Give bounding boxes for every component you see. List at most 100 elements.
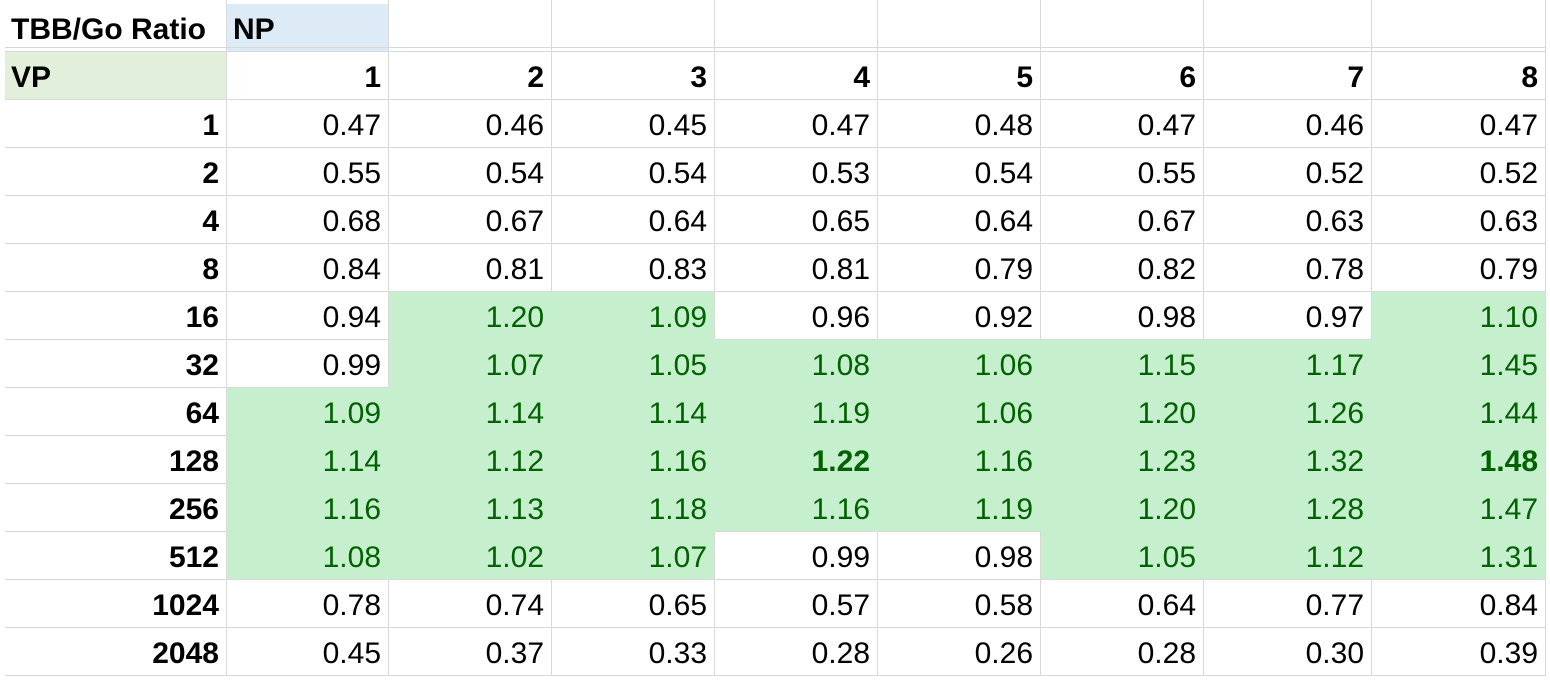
ratio-cell[interactable]: 0.47	[227, 100, 389, 148]
ratio-cell[interactable]: 0.84	[1372, 580, 1546, 628]
ratio-cell[interactable]: 1.07	[389, 340, 552, 388]
ratio-cell[interactable]: 0.55	[1041, 148, 1204, 196]
ratio-cell[interactable]: 1.12	[1204, 532, 1372, 580]
ratio-cell[interactable]: 1.16	[878, 436, 1041, 484]
vp-value-header-cell[interactable]: 2	[5, 148, 227, 196]
np-value-header-cell[interactable]: 1	[227, 52, 389, 100]
ratio-cell[interactable]: 0.81	[715, 244, 878, 292]
np-value-header-cell[interactable]: 2	[389, 52, 552, 100]
ratio-cell[interactable]: 1.07	[552, 532, 715, 580]
ratio-cell[interactable]: 0.53	[715, 148, 878, 196]
vp-header-cell[interactable]: VP	[5, 52, 227, 100]
ratio-cell[interactable]: 0.84	[227, 244, 389, 292]
ratio-cell[interactable]: 1.13	[389, 484, 552, 532]
ratio-cell[interactable]: 0.47	[1041, 100, 1204, 148]
ratio-cell[interactable]: 0.57	[715, 580, 878, 628]
vp-value-header-cell[interactable]: 1024	[5, 580, 227, 628]
empty-cell[interactable]	[1204, 0, 1372, 48]
ratio-cell[interactable]: 0.54	[878, 148, 1041, 196]
ratio-cell[interactable]: 0.52	[1204, 148, 1372, 196]
ratio-cell[interactable]: 1.05	[1041, 532, 1204, 580]
vp-value-header-cell[interactable]: 16	[5, 292, 227, 340]
ratio-cell[interactable]: 1.48	[1372, 436, 1546, 484]
ratio-cell[interactable]: 1.15	[1041, 340, 1204, 388]
ratio-cell[interactable]: 1.14	[389, 388, 552, 436]
ratio-cell[interactable]: 0.33	[552, 628, 715, 676]
vp-value-header-cell[interactable]: 64	[5, 388, 227, 436]
ratio-cell[interactable]: 1.16	[227, 484, 389, 532]
ratio-cell[interactable]: 0.46	[1204, 100, 1372, 148]
ratio-cell[interactable]: 0.67	[1041, 196, 1204, 244]
ratio-cell[interactable]: 1.28	[1204, 484, 1372, 532]
ratio-cell[interactable]: 1.44	[1372, 388, 1546, 436]
vp-value-header-cell[interactable]: 512	[5, 532, 227, 580]
empty-cell[interactable]	[227, 0, 389, 48]
ratio-cell[interactable]: 0.54	[389, 148, 552, 196]
empty-cell[interactable]	[1372, 0, 1546, 48]
ratio-cell[interactable]: 0.52	[1372, 148, 1546, 196]
vp-value-header-cell[interactable]: 8	[5, 244, 227, 292]
empty-cell[interactable]	[878, 0, 1041, 48]
ratio-cell[interactable]: 1.08	[227, 532, 389, 580]
ratio-cell[interactable]: 0.77	[1204, 580, 1372, 628]
ratio-cell[interactable]: 1.23	[1041, 436, 1204, 484]
ratio-cell[interactable]: 0.63	[1372, 196, 1546, 244]
ratio-cell[interactable]: 0.63	[1204, 196, 1372, 244]
ratio-cell[interactable]: 1.08	[715, 340, 878, 388]
ratio-cell[interactable]: 1.31	[1372, 532, 1546, 580]
ratio-cell[interactable]: 1.02	[389, 532, 552, 580]
ratio-cell[interactable]: 0.79	[1372, 244, 1546, 292]
np-value-header-cell[interactable]: 4	[715, 52, 878, 100]
ratio-cell[interactable]: 0.58	[878, 580, 1041, 628]
ratio-cell[interactable]: 0.98	[878, 532, 1041, 580]
ratio-cell[interactable]: 1.10	[1372, 292, 1546, 340]
ratio-cell[interactable]: 1.20	[1041, 388, 1204, 436]
ratio-cell[interactable]: 0.45	[227, 628, 389, 676]
empty-cell[interactable]	[715, 0, 878, 48]
np-value-header-cell[interactable]: 6	[1041, 52, 1204, 100]
ratio-cell[interactable]: 1.17	[1204, 340, 1372, 388]
ratio-cell[interactable]: 0.92	[878, 292, 1041, 340]
ratio-cell[interactable]: 0.64	[1041, 580, 1204, 628]
ratio-cell[interactable]: 0.81	[389, 244, 552, 292]
ratio-cell[interactable]: 0.55	[227, 148, 389, 196]
ratio-cell[interactable]: 0.54	[552, 148, 715, 196]
ratio-cell[interactable]: 1.19	[878, 484, 1041, 532]
corner-label-cell[interactable]: TBB/Go Ratio	[5, 4, 227, 52]
ratio-cell[interactable]: 0.94	[227, 292, 389, 340]
ratio-cell[interactable]: 0.28	[1041, 628, 1204, 676]
ratio-cell[interactable]: 0.74	[389, 580, 552, 628]
np-header-cell[interactable]: NP	[227, 4, 389, 52]
ratio-cell[interactable]: 0.28	[715, 628, 878, 676]
ratio-cell[interactable]: 1.19	[715, 388, 878, 436]
ratio-cell[interactable]: 1.32	[1204, 436, 1372, 484]
ratio-cell[interactable]: 0.26	[878, 628, 1041, 676]
ratio-cell[interactable]: 0.97	[1204, 292, 1372, 340]
ratio-cell[interactable]: 1.05	[552, 340, 715, 388]
ratio-cell[interactable]: 0.65	[715, 196, 878, 244]
ratio-cell[interactable]: 1.20	[1041, 484, 1204, 532]
ratio-cell[interactable]: 1.14	[227, 436, 389, 484]
ratio-cell[interactable]: 0.45	[552, 100, 715, 148]
ratio-cell[interactable]: 1.45	[1372, 340, 1546, 388]
ratio-cell[interactable]: 1.18	[552, 484, 715, 532]
empty-cell[interactable]	[389, 0, 552, 48]
ratio-cell[interactable]: 0.96	[715, 292, 878, 340]
ratio-cell[interactable]: 1.14	[552, 388, 715, 436]
ratio-cell[interactable]: 1.26	[1204, 388, 1372, 436]
ratio-cell[interactable]: 0.47	[1372, 100, 1546, 148]
ratio-cell[interactable]: 0.65	[552, 580, 715, 628]
ratio-cell[interactable]: 1.22	[715, 436, 878, 484]
ratio-cell[interactable]: 0.46	[389, 100, 552, 148]
ratio-cell[interactable]: 0.83	[552, 244, 715, 292]
empty-cell[interactable]	[5, 0, 227, 48]
np-value-header-cell[interactable]: 5	[878, 52, 1041, 100]
ratio-cell[interactable]: 0.78	[227, 580, 389, 628]
ratio-cell[interactable]: 0.98	[1041, 292, 1204, 340]
ratio-cell[interactable]: 0.64	[878, 196, 1041, 244]
ratio-cell[interactable]: 1.12	[389, 436, 552, 484]
ratio-cell[interactable]: 1.16	[552, 436, 715, 484]
ratio-cell[interactable]: 0.67	[389, 196, 552, 244]
vp-value-header-cell[interactable]: 32	[5, 340, 227, 388]
ratio-cell[interactable]: 0.99	[227, 340, 389, 388]
